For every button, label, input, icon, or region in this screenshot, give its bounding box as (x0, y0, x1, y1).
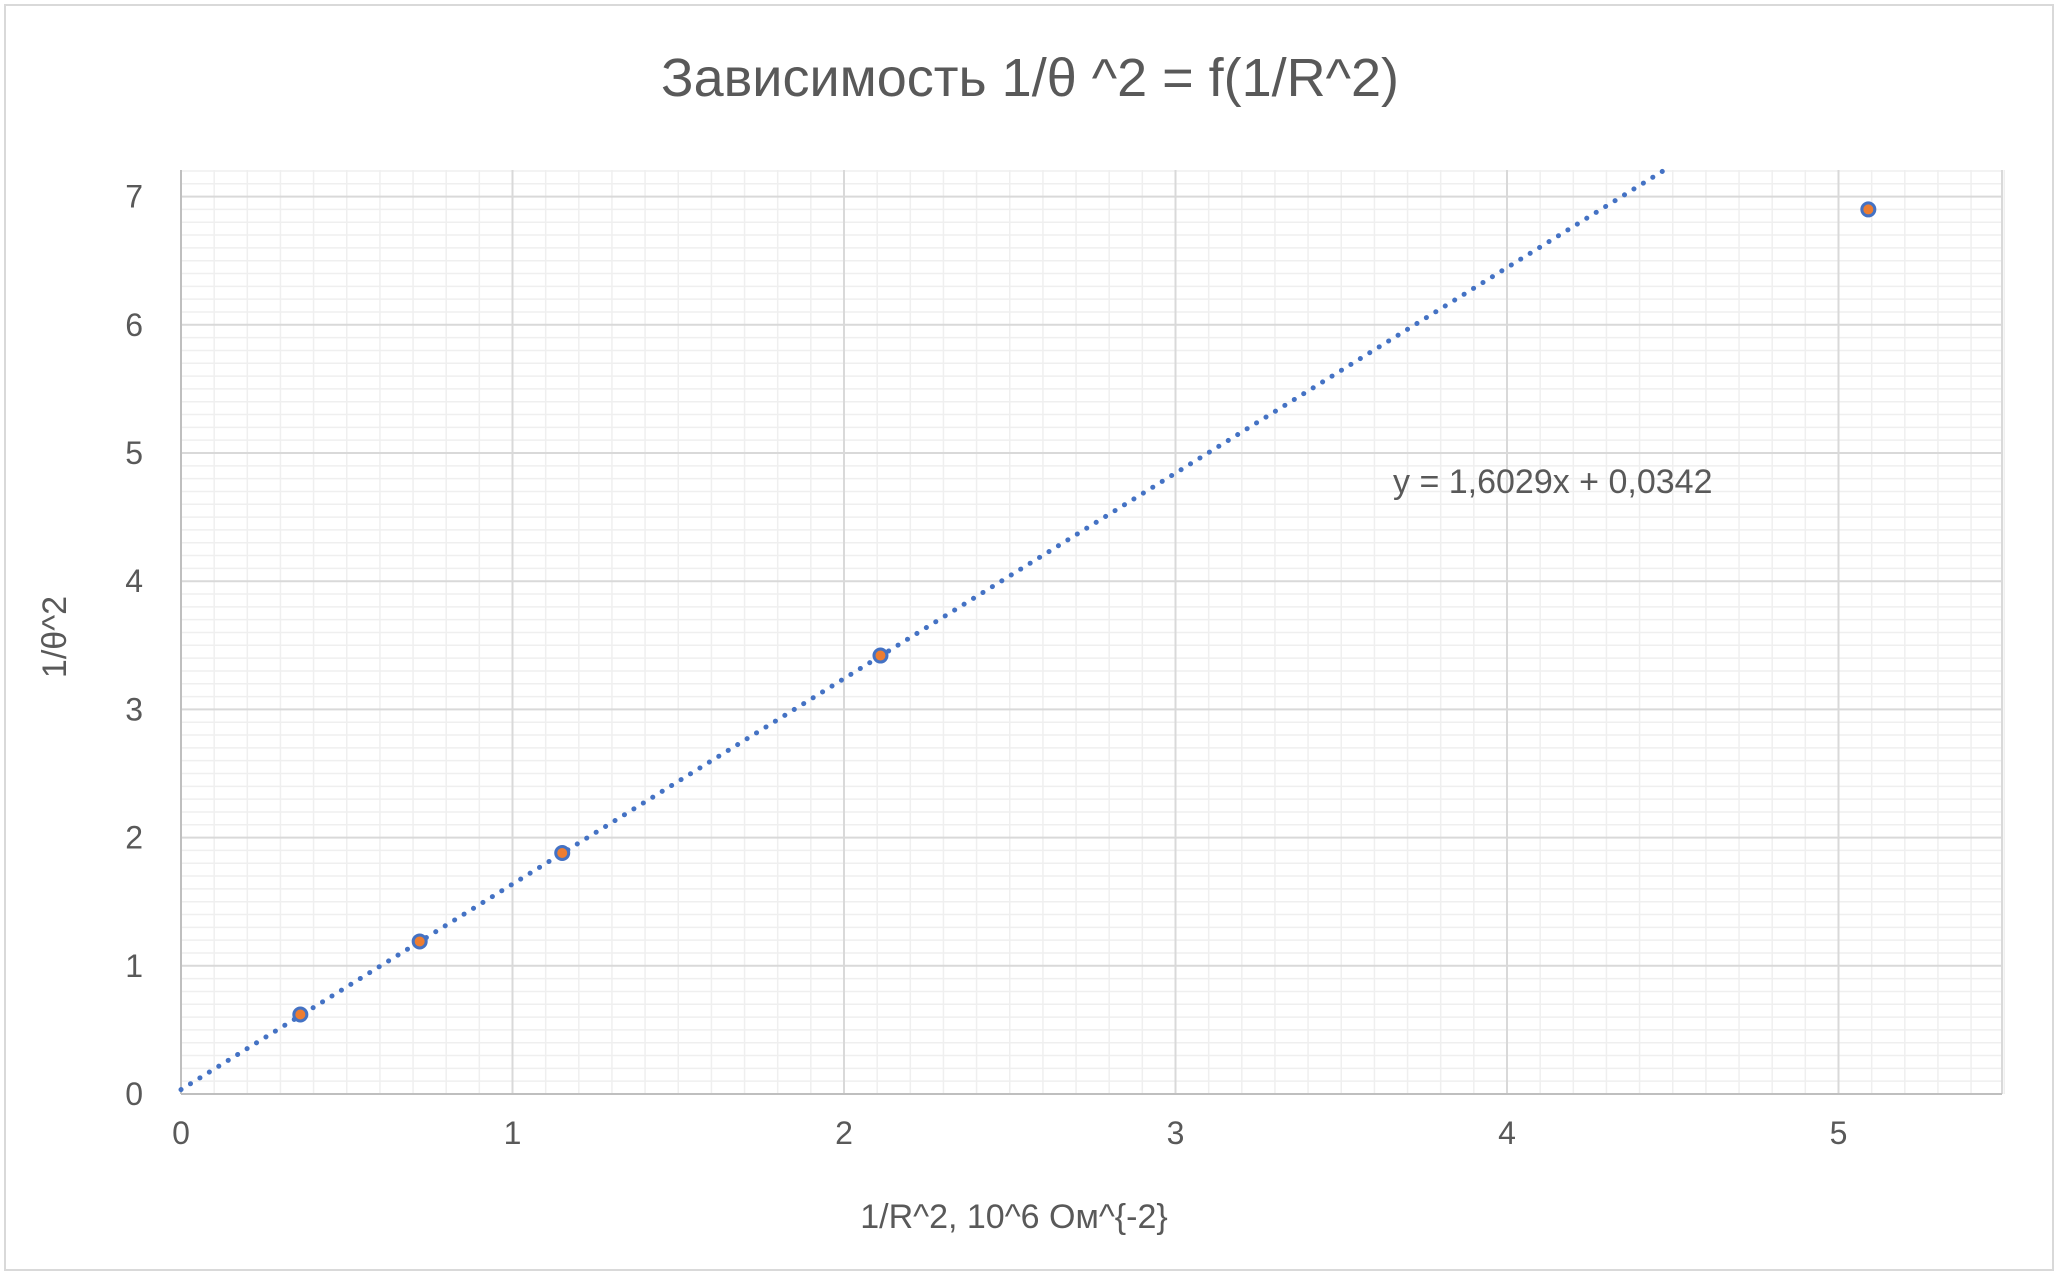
chart-frame (4, 4, 2054, 1271)
axes (180, 170, 2002, 1095)
y-tick-label: 4 (125, 563, 143, 599)
data-points (292, 201, 1877, 1023)
data-point (1860, 201, 1877, 218)
y-tick-label: 7 (125, 179, 143, 215)
minor-gridlines (181, 170, 2005, 1094)
x-axis-title: 1/R^2, 10^6 Ом^{-2} (860, 1198, 1168, 1236)
x-tick-labels: 0 1 2 3 4 5 (172, 1115, 1847, 1151)
y-tick-label: 3 (125, 691, 143, 727)
x-tick-label: 3 (1167, 1115, 1185, 1151)
data-point (554, 844, 571, 861)
y-tick-label: 1 (125, 948, 143, 984)
trendline-path (178, 167, 1668, 1093)
y-tick-label: 5 (125, 435, 143, 471)
chart-title: Зависимость 1/θ ^2 = f(1/R^2) (661, 48, 1399, 108)
data-point (872, 647, 889, 664)
y-tick-label: 0 (125, 1076, 143, 1112)
trendline-equation: y = 1,6029x + 0,0342 (1393, 463, 1712, 501)
major-gridlines (181, 170, 2003, 1094)
data-point (411, 933, 428, 950)
trendline (178, 167, 1668, 1093)
y-axis-title: 1/θ^2 (36, 596, 74, 678)
x-tick-label: 2 (835, 1115, 853, 1151)
y-tick-label: 6 (125, 307, 143, 343)
data-point (292, 1006, 309, 1023)
y-tick-labels: 0 1 2 3 4 5 6 7 (125, 179, 143, 1112)
y-tick-label: 2 (125, 820, 143, 856)
x-tick-label: 0 (172, 1115, 190, 1151)
x-tick-label: 5 (1830, 1115, 1848, 1151)
x-tick-label: 4 (1498, 1115, 1516, 1151)
x-tick-label: 1 (504, 1115, 522, 1151)
